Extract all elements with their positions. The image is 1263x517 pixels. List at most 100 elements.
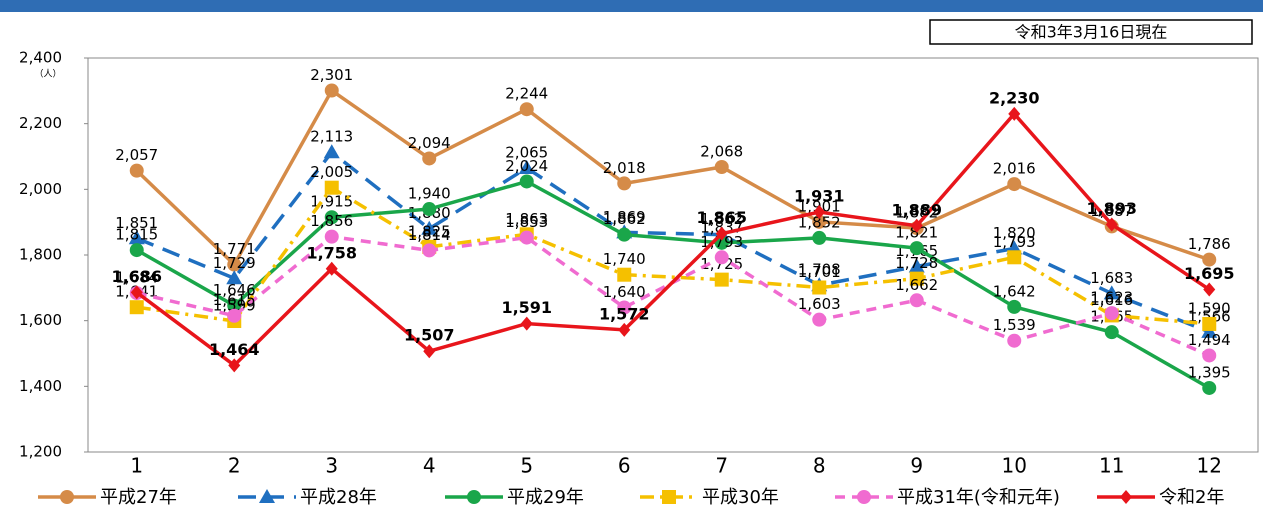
data-point [518, 159, 535, 174]
legend-label: 令和2年 [1159, 487, 1224, 508]
data-point [519, 230, 534, 245]
data-label: 2,018 [603, 159, 646, 177]
data-label: 1,825 [408, 222, 451, 240]
data-label: 1,729 [213, 254, 256, 272]
data-label: 1,728 [895, 254, 938, 272]
data-label: 1,865 [696, 208, 747, 227]
series-line [135, 111, 1211, 368]
y-unit: （人） [34, 69, 61, 80]
data-label: 2,113 [310, 128, 353, 146]
data-point [129, 243, 144, 258]
data-label: 2,244 [505, 85, 548, 103]
data-point [1104, 325, 1119, 340]
data-label: 1,740 [603, 250, 646, 268]
data-label: 1,853 [505, 213, 548, 231]
data-label: 1,887 [1090, 202, 1133, 220]
data-point [520, 316, 533, 331]
data-label: 1,893 [1086, 199, 1137, 218]
data-label: 1,852 [798, 213, 841, 231]
data-label: 1,863 [505, 210, 548, 228]
data-point [1007, 299, 1022, 314]
series-line [136, 149, 1210, 334]
data-label: 1,695 [1184, 264, 1235, 283]
data-label: 1,603 [798, 295, 841, 313]
data-point [1007, 177, 1022, 192]
data-label: 1,640 [603, 283, 646, 301]
x-tick-label: 2 [228, 454, 241, 478]
data-label: 1,708 [798, 261, 841, 279]
y-tick-label: 1,600 [19, 311, 62, 329]
y-tick-label: 1,200 [19, 443, 62, 461]
data-point [617, 300, 632, 315]
data-point [227, 308, 242, 323]
data-point [323, 144, 340, 159]
data-label: 1,862 [700, 210, 743, 228]
data-point [226, 270, 243, 285]
data-label: 1,507 [404, 326, 455, 345]
data-point [617, 227, 632, 242]
data-point [909, 241, 924, 256]
data-label: 1,464 [209, 340, 260, 359]
data-label: 1,882 [895, 204, 938, 222]
data-point [1202, 252, 1217, 267]
legend-marker [662, 490, 676, 504]
data-point [422, 151, 437, 166]
x-tick-label: 3 [325, 454, 338, 478]
legend-marker [1120, 490, 1132, 504]
data-point [1007, 333, 1022, 348]
data-point [324, 180, 339, 195]
data-label: 1,940 [408, 185, 451, 203]
data-label: 1,856 [310, 212, 353, 230]
data-point [909, 271, 924, 286]
data-label: 2,068 [700, 143, 743, 161]
series-line [136, 234, 1210, 358]
legend-label: 平成31年(令和元年) [897, 487, 1060, 508]
data-point [421, 220, 438, 235]
data-label: 1,771 [213, 240, 256, 258]
data-label: 2,230 [989, 88, 1040, 107]
data-label: 1,599 [213, 296, 256, 314]
data-point [910, 218, 923, 233]
data-point [908, 258, 925, 273]
data-point [1008, 106, 1021, 121]
data-label: 1,701 [798, 263, 841, 281]
data-point [812, 280, 827, 295]
data-label: 1,395 [1188, 363, 1231, 381]
x-tick-label: 4 [423, 454, 436, 478]
data-label: 1,931 [794, 186, 845, 205]
x-tick-label: 1 [130, 454, 143, 478]
data-label: 2,024 [505, 157, 548, 175]
data-label: 1,862 [603, 210, 646, 228]
x-tick-label: 8 [813, 454, 826, 478]
data-label: 1,820 [993, 224, 1036, 242]
data-point [1202, 348, 1217, 363]
data-point [618, 322, 631, 337]
legend-label: 平成27年 [100, 487, 177, 508]
date-annotation: 令和3年3月16日現在 [1015, 23, 1168, 42]
data-point [324, 83, 339, 98]
data-label: 1,590 [1188, 299, 1231, 317]
data-label: 1,786 [1188, 235, 1231, 253]
date-box [929, 19, 1253, 45]
x-tick-label: 5 [520, 454, 533, 478]
data-point [617, 176, 632, 191]
data-label: 1,662 [895, 276, 938, 294]
legend-label: 平成28年 [300, 487, 377, 508]
data-point [1202, 316, 1217, 331]
data-label: 1,758 [306, 243, 357, 262]
data-label: 1,686 [111, 267, 162, 286]
data-point [1105, 217, 1118, 232]
data-label: 1,889 [891, 200, 942, 219]
series-line [135, 87, 1210, 268]
data-label: 2,016 [993, 160, 1036, 178]
data-label: 1,793 [993, 233, 1036, 251]
y-tick-label: 2,000 [19, 180, 62, 198]
data-point [422, 243, 437, 258]
data-point [1103, 285, 1120, 300]
data-point [324, 229, 339, 244]
data-point [422, 202, 437, 217]
data-label: 1,815 [115, 226, 158, 244]
data-label: 1,616 [1090, 291, 1133, 309]
data-point [1202, 380, 1217, 395]
data-point [714, 160, 729, 175]
